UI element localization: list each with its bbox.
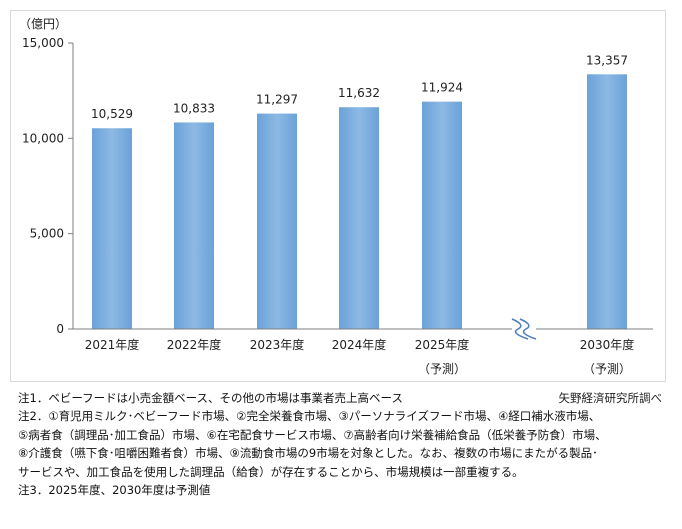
x-tick-label: 2023年度 bbox=[250, 337, 305, 352]
bar bbox=[92, 128, 132, 329]
x-tick-label: 2022年度 bbox=[167, 337, 222, 352]
data-label: 11,924 bbox=[421, 81, 463, 95]
axis-break-marker bbox=[511, 317, 537, 341]
x-tick-label: 2030年度 bbox=[580, 337, 635, 352]
data-label: 10,833 bbox=[173, 101, 215, 115]
data-label: 11,297 bbox=[256, 93, 298, 107]
x-tick-sublabel: （予測） bbox=[418, 362, 466, 376]
x-tick-label: 2025年度 bbox=[415, 337, 470, 352]
bar bbox=[339, 107, 379, 330]
note-line: ⑧介護食（嚥下食･咀嚼困難者食）市場、⑨流動食市場の9市場を対象とした。なお、複… bbox=[18, 446, 598, 461]
y-axis-unit-label: （億円） bbox=[19, 17, 67, 31]
data-label: 10,529 bbox=[91, 107, 133, 121]
y-tick-label: 5,000 bbox=[30, 227, 64, 241]
note-line: ⑤病者食（調理品･加工食品）市場、⑥在宅配食サービス市場、⑦高齢者向け栄養補給食… bbox=[18, 427, 607, 442]
note-line: サービスや、加工食品を使用した調理品（給食）が存在することから、市場規模は一部重… bbox=[18, 464, 524, 479]
bar bbox=[422, 101, 462, 329]
bar bbox=[587, 74, 627, 329]
x-tick-sublabel: （予測） bbox=[583, 362, 631, 376]
notes-block: 注1．ベビーフードは小売金額ベース、その他の市場は事業者売上高ベース 注2．①育… bbox=[18, 389, 668, 499]
bar-chart: （億円） 0 5,000 10,000 15,000 10,529 10,833 11,2… bbox=[19, 17, 653, 376]
bar bbox=[174, 122, 214, 329]
source-credit: 矢野経済研究所調べ bbox=[558, 391, 663, 405]
y-tick-label: 15,000 bbox=[22, 36, 64, 50]
note-line: 注2．①育児用ミルク･ベビーフード市場、②完全栄養食市場、③パーソナライズフード… bbox=[18, 409, 601, 424]
bar bbox=[257, 113, 297, 329]
x-tick-label: 2024年度 bbox=[332, 337, 387, 352]
y-tick-label: 0 bbox=[56, 322, 64, 336]
y-axis: 0 5,000 10,000 15,000 bbox=[22, 36, 74, 336]
data-label: 11,632 bbox=[338, 86, 380, 100]
y-tick-label: 10,000 bbox=[22, 131, 64, 145]
note-line: 注3．2025年度、2030年度は予測値 bbox=[18, 483, 211, 498]
chart-frame: （億円） 0 5,000 10,000 15,000 10,529 10,833 11,2… bbox=[10, 10, 666, 382]
x-axis: 2021年度 2022年度 2023年度 2024年度 2025年度 （予測） 2030年度… bbox=[73, 317, 653, 376]
data-label: 13,357 bbox=[586, 53, 628, 67]
note-line: 注1．ベビーフードは小売金額ベース、その他の市場は事業者売上高ベース bbox=[18, 391, 403, 405]
x-tick-label: 2021年度 bbox=[85, 337, 140, 352]
bars-group: 10,529 10,833 11,297 11,632 11,924 13,357 bbox=[91, 53, 628, 330]
